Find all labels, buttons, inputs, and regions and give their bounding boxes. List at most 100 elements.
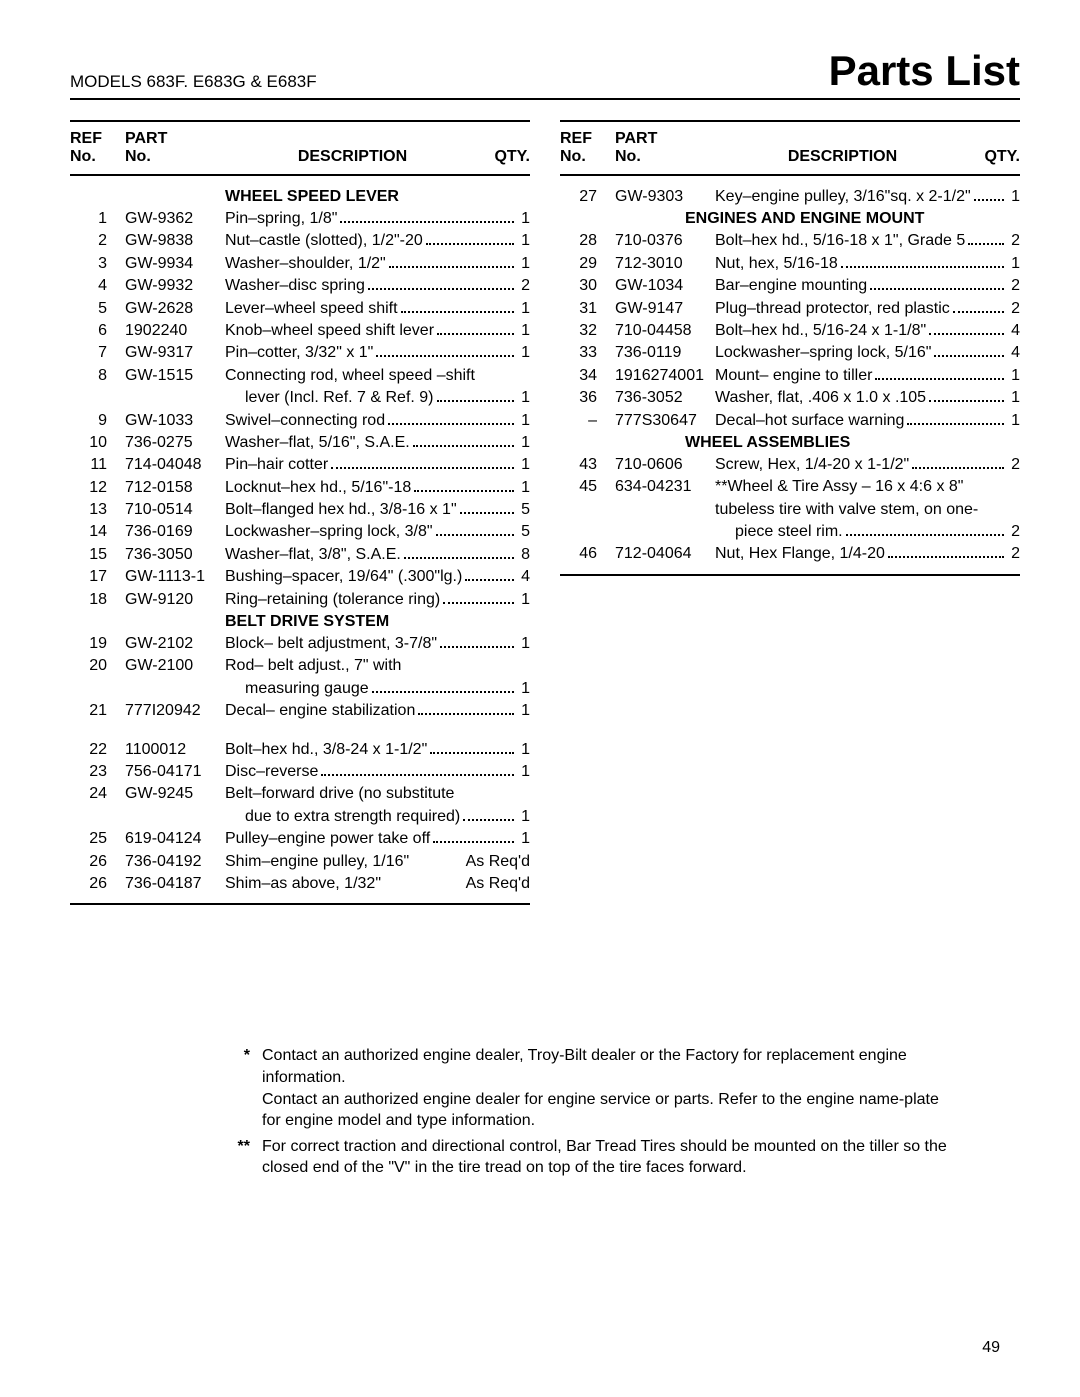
table-row: 20GW-2100Rod– belt adjust., 7" withmeasu… xyxy=(70,655,530,700)
ref-no: 34 xyxy=(560,365,615,387)
part-no: GW-1515 xyxy=(125,365,225,387)
table-row: 24GW-9245Belt–forward drive (no substitu… xyxy=(70,783,530,828)
th-ref-1r: REF xyxy=(560,130,615,148)
part-no: GW-2628 xyxy=(125,298,225,320)
description: Block– belt adjustment, 3-7/8"1 xyxy=(225,633,530,655)
table-row: 12712-0158Locknut–hex hd., 5/16"-181 xyxy=(70,477,530,499)
description: Bolt–flanged hex hd., 3/8-16 x 1"5 xyxy=(225,499,530,521)
ref-no: 29 xyxy=(560,253,615,275)
part-no: GW-9934 xyxy=(125,253,225,275)
table-row: 43710-0606Screw, Hex, 1/4-20 x 1-1/2"2 xyxy=(560,454,1020,476)
section-title: ENGINES AND ENGINE MOUNT xyxy=(560,210,1020,228)
description: Bar–engine mounting2 xyxy=(715,275,1020,297)
table-header-right: REF No. PART No. DESCRIPTION QTY. xyxy=(560,122,1020,176)
ref-no: 13 xyxy=(70,499,125,521)
part-no: GW-9838 xyxy=(125,230,225,252)
ref-no: 27 xyxy=(560,186,615,208)
table-row: 18GW-9120Ring–retaining (tolerance ring)… xyxy=(70,589,530,611)
table-row: 26736-04192Shim–engine pulley, 1/16"As R… xyxy=(70,851,530,873)
part-no: 710-0376 xyxy=(615,230,715,252)
description: Shim–as above, 1/32"As Req'd xyxy=(225,873,530,895)
part-no: 619-04124 xyxy=(125,828,225,850)
ref-no: 28 xyxy=(560,230,615,252)
part-no: 712-04064 xyxy=(615,543,715,565)
ref-no: 2 xyxy=(70,230,125,252)
section-title: BELT DRIVE SYSTEM xyxy=(70,613,530,631)
table-row: 21777I20942Decal– engine stabilization1 xyxy=(70,700,530,722)
description: **Wheel & Tire Assy – 16 x 4:6 x 8"tubel… xyxy=(715,476,1020,543)
part-no: 736-0119 xyxy=(615,342,715,364)
ref-no: 6 xyxy=(70,320,125,342)
ref-no: 31 xyxy=(560,298,615,320)
part-no: 634-04231 xyxy=(615,476,715,498)
left-body: WHEEL SPEED LEVER1GW-9362Pin–spring, 1/8… xyxy=(70,176,530,895)
ref-no: 19 xyxy=(70,633,125,655)
description: Washer–flat, 3/8", S.A.E.8 xyxy=(225,544,530,566)
part-no: 714-04048 xyxy=(125,454,225,476)
description: Bolt–hex hd., 3/8-24 x 1-1/2"1 xyxy=(225,739,530,761)
table-row: 25619-04124Pulley–engine power take off1 xyxy=(70,828,530,850)
description: Bolt–hex hd., 5/16-24 x 1-1/8"4 xyxy=(715,320,1020,342)
ref-no: 14 xyxy=(70,521,125,543)
table-row: 221100012Bolt–hex hd., 3/8-24 x 1-1/2"1 xyxy=(70,739,530,761)
table-row: –777S30647Decal–hot surface warning1 xyxy=(560,410,1020,432)
ref-no: 7 xyxy=(70,342,125,364)
description: Pin–cotter, 3/32" x 1"1 xyxy=(225,342,530,364)
part-no: GW-1033 xyxy=(125,410,225,432)
footnote-text: Contact an authorized engine dealer, Tro… xyxy=(262,1045,960,1131)
description: Mount– engine to tiller1 xyxy=(715,365,1020,387)
header: MODELS 683F. E683G & E683F Parts List xyxy=(70,50,1020,100)
part-no: GW-9120 xyxy=(125,589,225,611)
description: Screw, Hex, 1/4-20 x 1-1/2"2 xyxy=(715,454,1020,476)
ref-no: 23 xyxy=(70,761,125,783)
ref-no: 36 xyxy=(560,387,615,409)
description: Washer–disc spring2 xyxy=(225,275,530,297)
table-row: 2GW-9838Nut–castle (slotted), 1/2"-201 xyxy=(70,230,530,252)
ref-no: 25 xyxy=(70,828,125,850)
table-row: 17GW-1113-1Bushing–spacer, 19/64" (.300"… xyxy=(70,566,530,588)
part-no: GW-1034 xyxy=(615,275,715,297)
part-no: GW-9147 xyxy=(615,298,715,320)
part-no: GW-9245 xyxy=(125,783,225,805)
part-no: 1100012 xyxy=(125,739,225,761)
ref-no: 5 xyxy=(70,298,125,320)
description: Pulley–engine power take off1 xyxy=(225,828,530,850)
description: Disc–reverse1 xyxy=(225,761,530,783)
section-title: WHEEL ASSEMBLIES xyxy=(560,434,1020,452)
th-desc-r: DESCRIPTION xyxy=(788,148,897,166)
table-row: 11714-04048Pin–hair cotter1 xyxy=(70,454,530,476)
part-no: 736-3050 xyxy=(125,544,225,566)
table-row: 45634-04231**Wheel & Tire Assy – 16 x 4:… xyxy=(560,476,1020,543)
ref-no: 33 xyxy=(560,342,615,364)
description: Lever–wheel speed shift1 xyxy=(225,298,530,320)
description: Washer–flat, 5/16", S.A.E.1 xyxy=(225,432,530,454)
table-row: 1GW-9362Pin–spring, 1/8"1 xyxy=(70,208,530,230)
description: Lockwasher–spring lock, 3/8"5 xyxy=(225,521,530,543)
footnotes: *Contact an authorized engine dealer, Tr… xyxy=(70,1045,1020,1179)
ref-no: – xyxy=(560,410,615,432)
ref-no: 46 xyxy=(560,543,615,565)
ref-no: 24 xyxy=(70,783,125,805)
th-part-2: No. xyxy=(125,148,225,166)
description: Pin–spring, 1/8"1 xyxy=(225,208,530,230)
part-no: GW-9932 xyxy=(125,275,225,297)
ref-no: 1 xyxy=(70,208,125,230)
description: Nut–castle (slotted), 1/2"-201 xyxy=(225,230,530,252)
description: Bushing–spacer, 19/64" (.300"lg.)4 xyxy=(225,566,530,588)
description: Washer, flat, .406 x 1.0 x .1051 xyxy=(715,387,1020,409)
part-no: GW-9317 xyxy=(125,342,225,364)
table-row: 33736-0119Lockwasher–spring lock, 5/16"4 xyxy=(560,342,1020,364)
table-row: 9GW-1033Swivel–connecting rod1 xyxy=(70,410,530,432)
description: Nut, hex, 5/16-181 xyxy=(715,253,1020,275)
footnote: *Contact an authorized engine dealer, Tr… xyxy=(220,1045,960,1131)
right-column: REF No. PART No. DESCRIPTION QTY. 27 GW-9… xyxy=(560,120,1020,905)
models-label: MODELS 683F. E683G & E683F xyxy=(70,72,317,92)
th-desc: DESCRIPTION xyxy=(298,148,407,166)
th-ref-2: No. xyxy=(70,148,125,166)
part-no: 710-04458 xyxy=(615,320,715,342)
ref-no: 32 xyxy=(560,320,615,342)
th-part-2r: No. xyxy=(615,148,715,166)
table-row: 31GW-9147Plug–thread protector, red plas… xyxy=(560,298,1020,320)
part-no: 736-3052 xyxy=(615,387,715,409)
table-row: 4GW-9932Washer–disc spring2 xyxy=(70,275,530,297)
